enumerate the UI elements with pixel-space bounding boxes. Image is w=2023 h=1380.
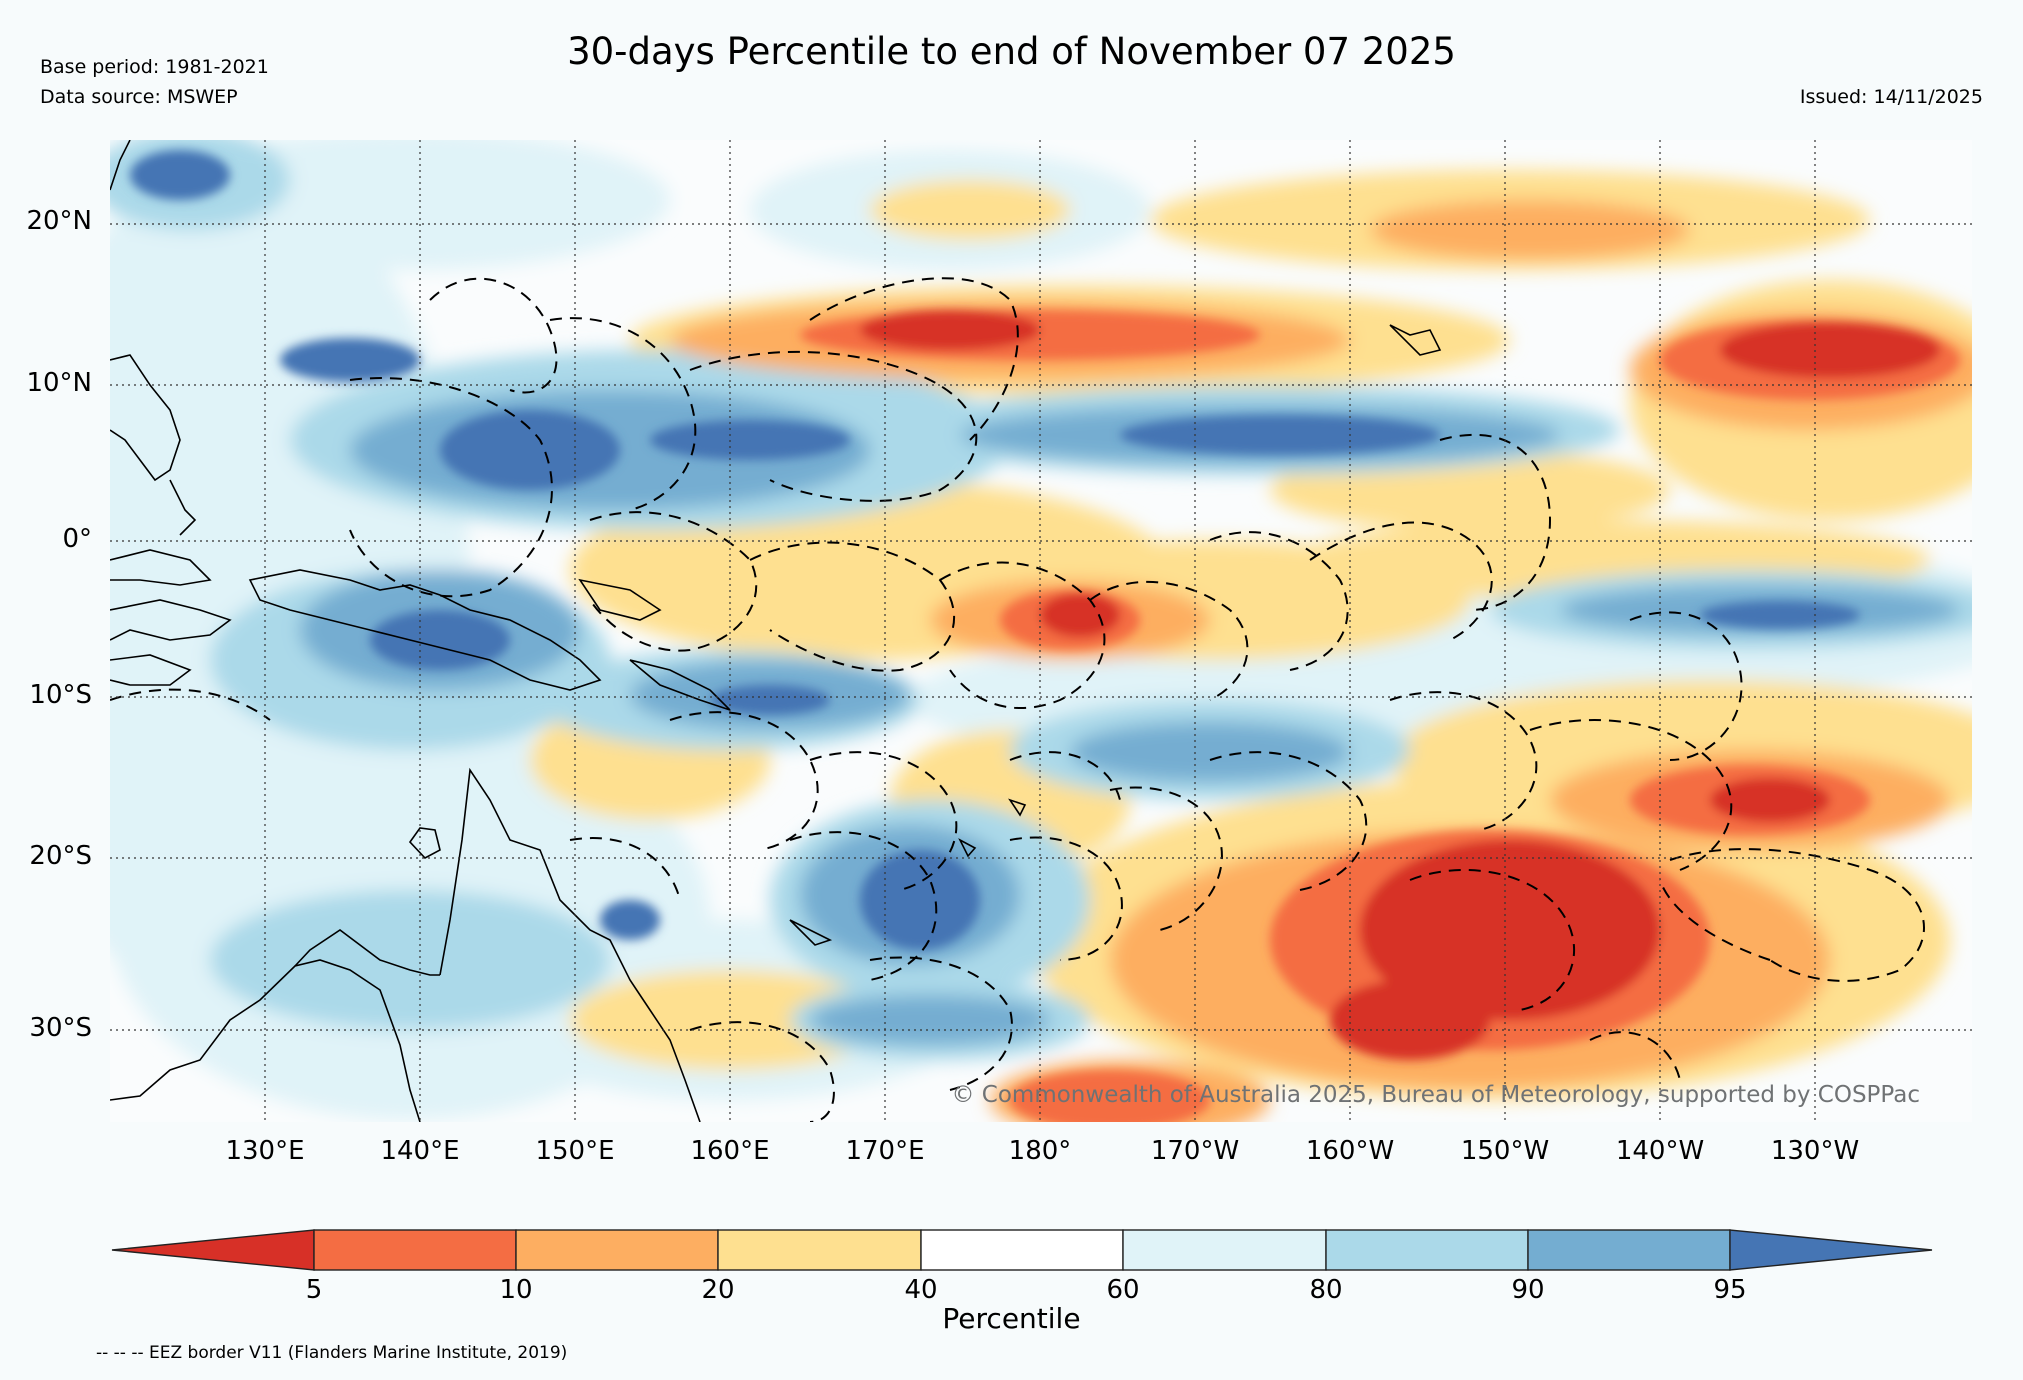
lat-label: 10°S bbox=[29, 680, 92, 710]
colorbar-segment bbox=[717, 1229, 922, 1271]
colorbar-tick: 40 bbox=[904, 1275, 938, 1305]
copyright-notice: © Commonwealth of Australia 2025, Bureau… bbox=[951, 1082, 1920, 1108]
eez-borders bbox=[110, 277, 1925, 1122]
lon-label: 170°W bbox=[1150, 1136, 1240, 1166]
colorbar-tick: 5 bbox=[305, 1275, 323, 1305]
colorbar-tick: 20 bbox=[701, 1275, 735, 1305]
lat-label: 20°S bbox=[29, 841, 92, 871]
lon-label: 140°E bbox=[380, 1136, 460, 1166]
lon-label: 150°W bbox=[1460, 1136, 1550, 1166]
colorbar-segment bbox=[1122, 1229, 1327, 1271]
colorbar-segment bbox=[313, 1229, 517, 1271]
colorbar bbox=[111, 1229, 1933, 1271]
chart-title: 30-days Percentile to end of November 07… bbox=[567, 30, 1456, 73]
colorbar-segment bbox=[920, 1229, 1124, 1271]
colorbar-tick: 80 bbox=[1309, 1275, 1343, 1305]
colorbar-tick: 10 bbox=[499, 1275, 533, 1305]
lon-label: 180° bbox=[1008, 1136, 1072, 1166]
lon-label: 170°E bbox=[845, 1136, 925, 1166]
lon-label: 160°W bbox=[1305, 1136, 1395, 1166]
lat-label: 10°N bbox=[26, 368, 92, 398]
lat-label: 30°S bbox=[29, 1013, 92, 1043]
lon-label: 140°W bbox=[1615, 1136, 1705, 1166]
data-source: Data source: MSWEP bbox=[40, 86, 238, 108]
colorbar-tick: 60 bbox=[1106, 1275, 1140, 1305]
lat-label: 20°N bbox=[26, 206, 92, 236]
lat-label: 0° bbox=[62, 524, 92, 554]
lon-label: 160°E bbox=[690, 1136, 770, 1166]
lon-label: 150°E bbox=[535, 1136, 615, 1166]
precipitation-field bbox=[110, 140, 1972, 1122]
graticule bbox=[110, 140, 1972, 1122]
colorbar-tick: 95 bbox=[1713, 1275, 1747, 1305]
base-period: Base period: 1981-2021 bbox=[40, 56, 269, 78]
lon-label: 130°E bbox=[225, 1136, 305, 1166]
colorbar-segment bbox=[1527, 1229, 1731, 1271]
colorbar-segment bbox=[515, 1229, 719, 1271]
colorbar-segment bbox=[1325, 1229, 1529, 1271]
eez-footnote: -- -- -- EEZ border V11 (Flanders Marine… bbox=[96, 1343, 568, 1363]
colorbar-segment bbox=[111, 1229, 315, 1271]
colorbar-segment bbox=[1729, 1229, 1933, 1271]
percentile-map[interactable]: © Commonwealth of Australia 2025, Bureau… bbox=[110, 140, 1972, 1122]
lon-label: 130°W bbox=[1770, 1136, 1860, 1166]
colorbar-tick: 90 bbox=[1511, 1275, 1545, 1305]
colorbar-title: Percentile bbox=[942, 1302, 1081, 1335]
issued-date: Issued: 14/11/2025 bbox=[1799, 86, 1983, 108]
